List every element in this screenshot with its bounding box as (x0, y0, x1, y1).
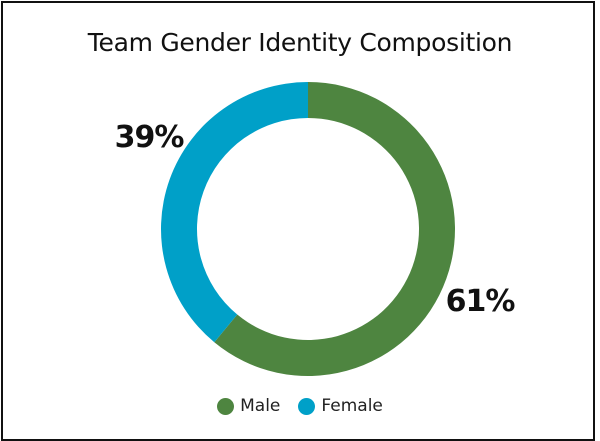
slice-male (214, 82, 455, 377)
legend-swatch-male (217, 397, 235, 415)
legend: Male Female (0, 396, 600, 416)
data-label-male: 61% (446, 284, 516, 319)
chart-title: Team Gender Identity Composition (87, 28, 513, 57)
legend-item-male: Male (217, 396, 280, 416)
data-label-female: 39% (115, 120, 185, 155)
legend-label-male: Male (240, 396, 281, 416)
slice-female (161, 82, 308, 343)
legend-swatch-female (298, 397, 316, 415)
legend-label-female: Female (321, 396, 383, 416)
legend-item-female: Female (298, 396, 383, 416)
donut-chart: 61% 39% (115, 82, 516, 377)
